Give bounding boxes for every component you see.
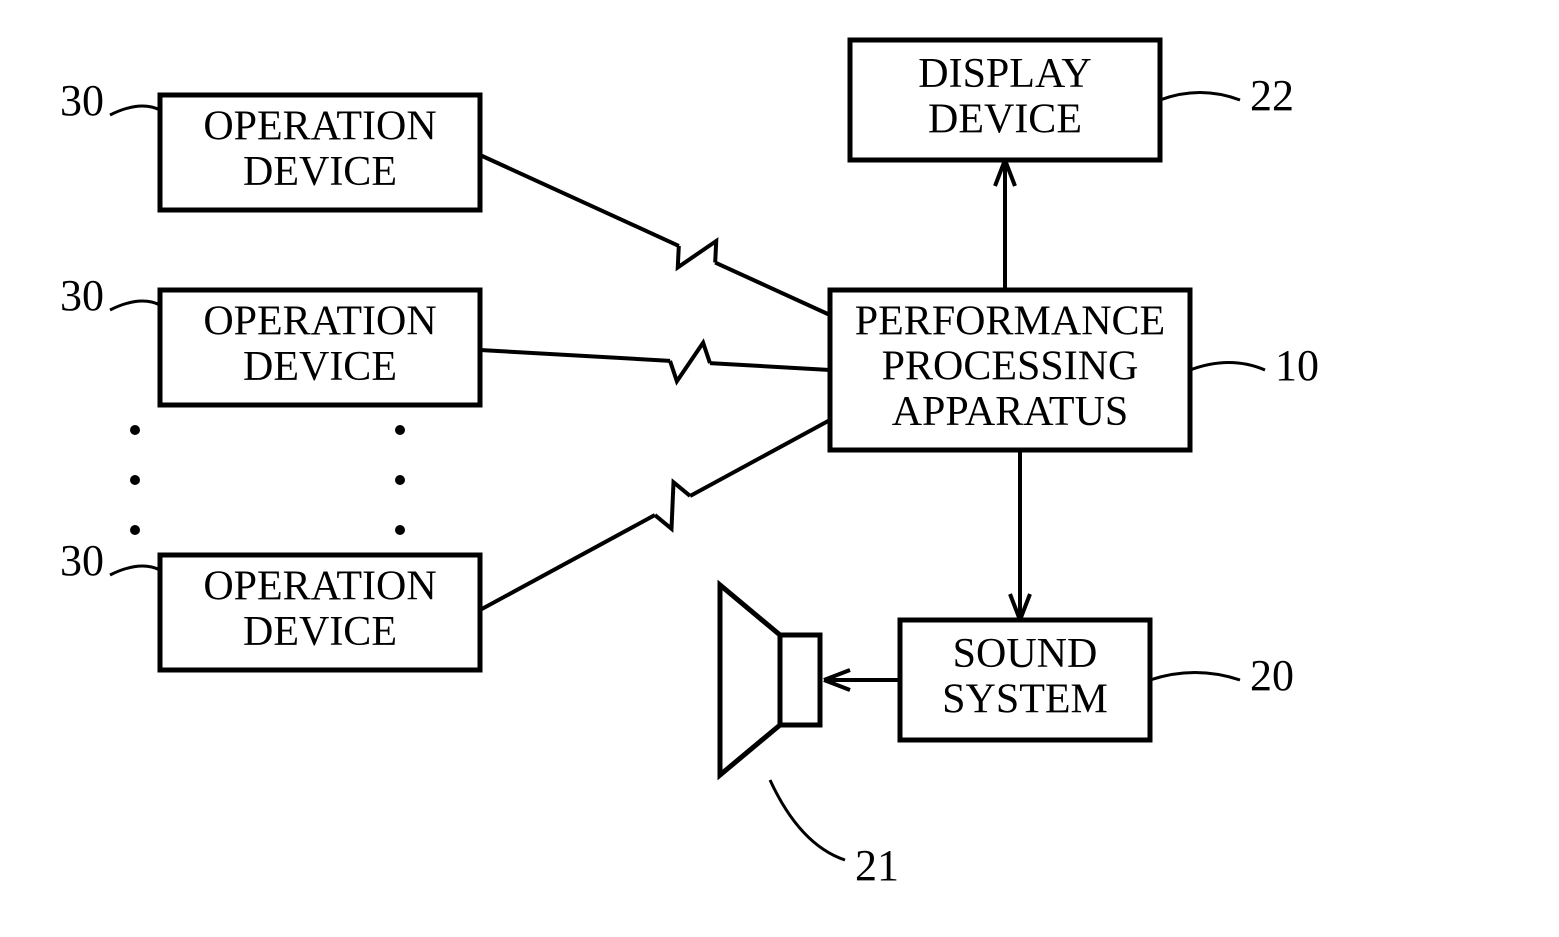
speaker-body xyxy=(780,635,820,725)
ref-leader xyxy=(1160,93,1240,101)
edge-op3-perf xyxy=(690,420,830,496)
ellipsis-dot xyxy=(130,425,140,435)
ref-label: 21 xyxy=(855,841,899,890)
ref-leader xyxy=(110,566,160,575)
ref-leader xyxy=(1190,363,1265,371)
edge-op2-perf xyxy=(480,350,670,361)
perf-label: PERFORMANCE xyxy=(855,298,1165,344)
edge-op1-perf xyxy=(480,155,679,246)
op1-label: DEVICE xyxy=(243,149,397,195)
ref-label: 30 xyxy=(60,536,104,585)
edge-op3-perf xyxy=(480,515,655,610)
ref-label: 20 xyxy=(1250,651,1294,700)
op3-label: DEVICE xyxy=(243,609,397,655)
ref-leader xyxy=(1150,673,1240,681)
edge-op1-perf xyxy=(715,263,830,315)
op3-label: OPERATION xyxy=(203,563,436,609)
ref-leader xyxy=(110,301,160,310)
ellipsis-dot xyxy=(395,425,405,435)
wireless-break xyxy=(678,241,716,267)
ref-leader xyxy=(110,106,160,115)
ellipsis-dot xyxy=(395,525,405,535)
disp-label: DEVICE xyxy=(928,96,1082,142)
ref-label: 30 xyxy=(60,271,104,320)
ellipsis-dot xyxy=(395,475,405,485)
ref-label: 30 xyxy=(60,76,104,125)
sound-label: SOUND xyxy=(953,631,1098,677)
perf-label: APPARATUS xyxy=(892,389,1129,435)
sound-label: SYSTEM xyxy=(942,676,1108,722)
ellipsis-dot xyxy=(130,525,140,535)
wireless-break xyxy=(655,482,690,529)
ellipsis-dot xyxy=(130,475,140,485)
op2-label: DEVICE xyxy=(243,344,397,390)
ref-label: 22 xyxy=(1250,71,1294,120)
perf-label: PROCESSING xyxy=(882,344,1139,390)
op2-label: OPERATION xyxy=(203,298,436,344)
ref-leader xyxy=(770,780,845,860)
speaker-cone xyxy=(720,585,780,775)
ref-label: 10 xyxy=(1275,341,1319,390)
wireless-break xyxy=(670,343,710,382)
edge-op2-perf xyxy=(710,363,830,370)
disp-label: DISPLAY xyxy=(918,51,1092,97)
op1-label: OPERATION xyxy=(203,103,436,149)
